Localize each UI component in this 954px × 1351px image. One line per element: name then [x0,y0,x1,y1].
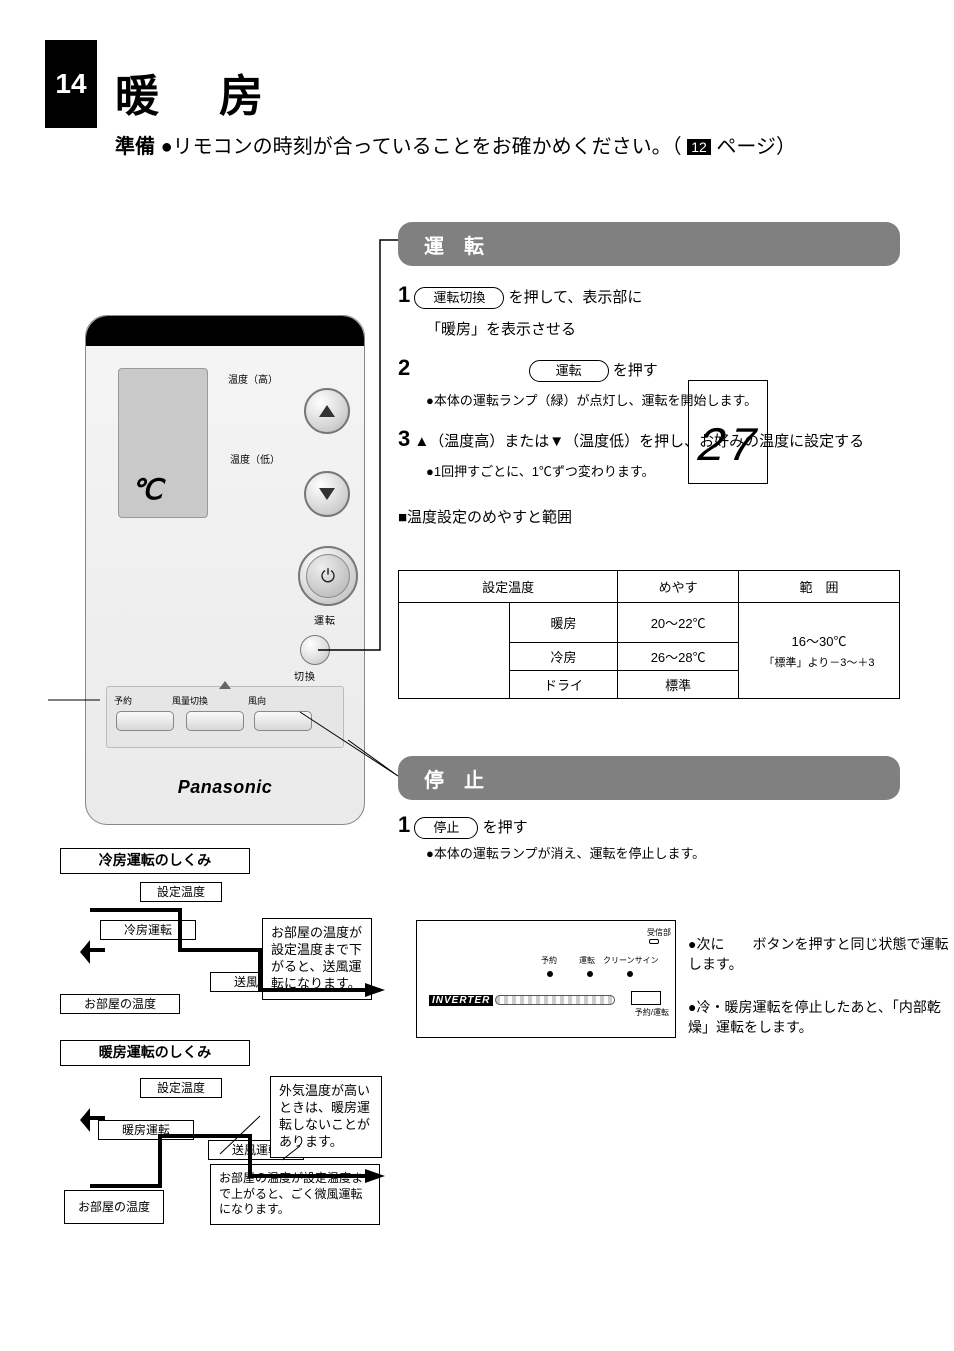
step-2a: を押す [613,362,658,379]
temp-table-caption: ■温度設定のめやすと範囲 [398,506,572,527]
flow-heat-balloon-a: 外気温度が高いときは、暖房運転しないことがあります。 [270,1076,382,1158]
receiver-icon [649,939,659,944]
tbl-r2-mode: 冷房 [509,643,618,671]
tbl-h-mid: めやす [618,571,739,603]
flow-heat-run: 暖房運転 [98,1120,194,1140]
flow-cool-room: お部屋の温度 [60,994,180,1014]
section-bar-operate: 運 転 [398,222,900,266]
stop-note: ●本体の運転ランプが消え、運転を停止します。 [398,843,903,862]
mode-button-label: 切換 [294,668,316,683]
step-1-num: 1 [398,282,410,307]
flap-button-fan[interactable] [186,711,244,731]
display-example-box: 27 [688,380,768,484]
section-bar-stop: 停 止 [398,756,900,800]
step-1b: 「暖房」を表示させる [426,321,576,338]
temp-guideline-table: 設定温度 めやす 範 囲 暖房 20～22℃ 16～30℃ 「標準」より－3～＋… [398,570,900,699]
indoor-unit-diagram: 受信部 予約 運転 クリーンサイン INVERTER 予約/運転 [416,920,676,1038]
step-3-num: 3 [398,426,410,451]
lamp-label-timer: 予約 [541,955,557,966]
mode-button[interactable] [300,635,330,665]
step-2-num: 2 [398,355,410,380]
stop-button-outline: 停止 [414,817,478,839]
aux-switch-label: 予約/運転 [635,1007,669,1018]
tbl-r3-mode: ドライ [509,671,618,699]
flap-button-timer[interactable] [116,711,174,731]
temp-unit-icon: ℃ [131,473,162,507]
tbl-h-right: 範 囲 [739,571,900,603]
receiver-label: 受信部 [647,927,671,938]
grille-icon [495,995,615,1005]
flow-cool-balloon: お部屋の温度が設定温度まで下がると、送風運転になります。 [262,918,372,1000]
run-stop-button[interactable]: ⏻ [298,546,358,606]
flap-label-fan: 風量切換 [172,694,208,707]
flow-heat-set: 設定温度 [140,1078,222,1098]
tbl-rowgroup [399,603,510,699]
power-icon: ⏻ [321,566,335,587]
run-button-outline: 運転 [529,360,609,382]
inverter-label: INVERTER [429,995,493,1006]
aux-switch-icon [631,991,661,1005]
page-ref-chip: 12 [687,139,711,155]
subtitle-bullet: ●リモコンの時刻が合っていることをお確かめください。（ [161,136,682,158]
brand-logo: Panasonic [86,777,364,798]
flow-cool-title: 冷房運転のしくみ [60,848,250,874]
remote-ir-window [86,316,364,346]
temp-down-button[interactable] [304,471,350,517]
page-title: 暖 房 [115,60,271,124]
lamp-icon [547,971,553,977]
label-temp-down: 温度（低） [230,451,280,466]
remote-control: ℃ 温度（高） 温度（低） ⏻ 運転 切換 予約 風量切換 風向 Panason… [85,315,365,825]
page-subtitle: 準備 ●リモコンの時刻が合っていることをお確かめください。（ 12 ページ） [115,130,796,159]
tbl-r3-deg: 標準 [618,671,739,699]
remote-display: ℃ [118,368,208,518]
temp-up-button[interactable] [304,388,350,434]
tbl-range-b: 「標準」より－3～＋3 [745,654,893,670]
flow-heat-title: 暖房運転のしくみ [60,1040,250,1066]
flow-heat-balloon-b: お部屋の温度が設定温度まで上がると、ごく微風運転になります。 [210,1164,380,1225]
lamp-icon [587,971,593,977]
flap-button-vane[interactable] [254,711,312,731]
lamp-icon [627,971,633,977]
tbl-range: 16～30℃ 「標準」より－3～＋3 [739,603,900,699]
flow-cool-run: 冷房運転 [100,920,196,940]
mode-button-outline: 運転切換 [414,287,504,309]
triangle-up-icon [319,405,335,417]
flap-label-timer: 予約 [114,694,132,707]
subtitle-prefix: 準備 [115,136,155,158]
stop-instructions: 1 停止 を押す ●本体の運転ランプが消え、運転を停止します。 [398,812,903,862]
step-3a: ▲（温度高）または▼（温度低）を押し、お好みの温度に設定する [414,433,864,450]
tbl-r1-mode: 暖房 [509,603,618,643]
subtitle-suffix: ページ） [716,136,796,158]
lamp-label-clean: クリーンサイン [603,955,659,966]
run-stop-label: 運転 [314,612,336,627]
flow-cool-set: 設定温度 [140,882,222,902]
lamp-label-run: 運転 [579,955,595,966]
step-1a: を押して、表示部に [509,289,643,306]
tbl-r2-deg: 26～28℃ [618,643,739,671]
flow-heat-room: お部屋の温度 [64,1190,164,1224]
page-number-box: 14 [45,40,97,128]
unit-caption-b: ●冷・暖房運転を停止したあと、「内部乾燥」運転をします。 [688,998,954,1037]
operation-steps: 1 運転切換 を押して、表示部に 「暖房」を表示させる 2 運転 を押す ●本体… [398,278,903,488]
flap-button-labels: 予約 風量切換 風向 [114,694,336,707]
unit-caption-a: ●次に ボタンを押すと同じ状態で運転します。 [688,935,954,974]
step-3-note: ●1回押すごとに、1℃ずつ変わります。 [426,464,655,479]
triangle-down-icon [319,488,335,500]
tbl-r1-deg: 20～22℃ [618,603,739,643]
tbl-range-a: 16～30℃ [745,631,893,650]
stop-line: を押す [483,819,528,836]
tbl-h-left: 設定温度 [399,571,618,603]
label-temp-up: 温度（高） [228,371,278,386]
flap-label-vane: 風向 [248,694,266,707]
display-example-value: 27 [695,421,761,475]
